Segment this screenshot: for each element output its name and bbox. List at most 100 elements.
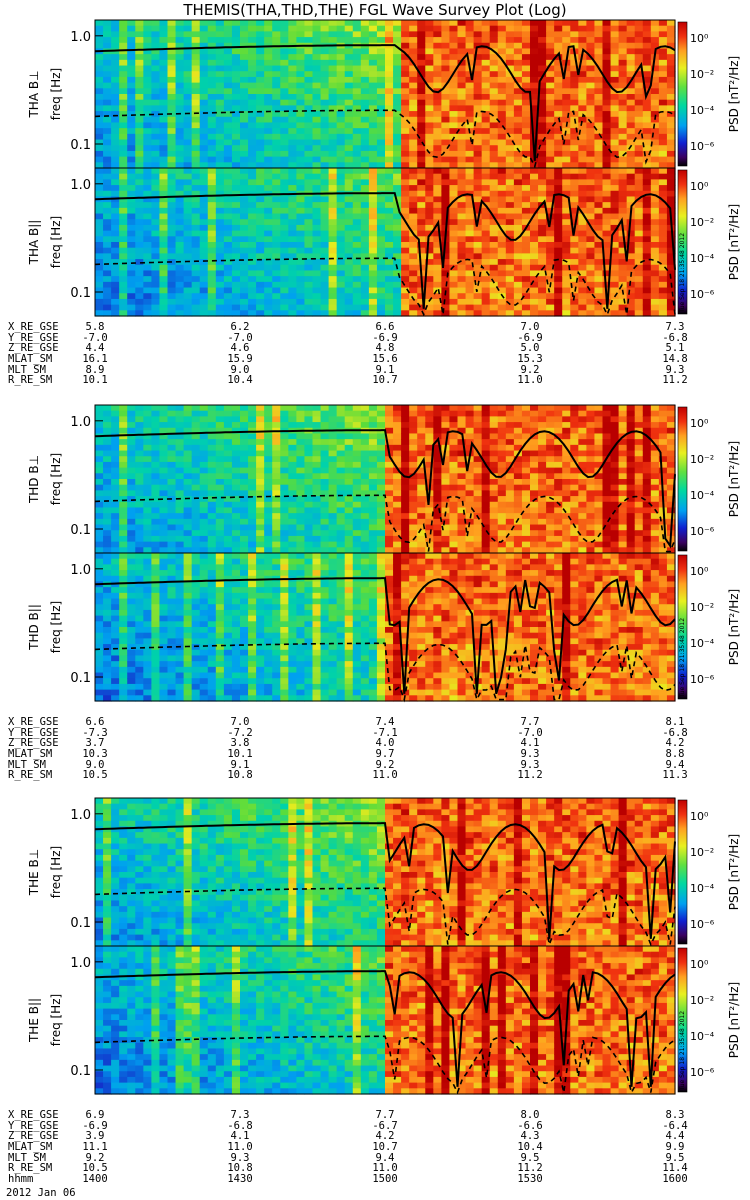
psd-cell bbox=[304, 65, 314, 72]
psd-cell bbox=[562, 116, 571, 124]
psd-cell bbox=[143, 94, 152, 101]
psd-cell bbox=[320, 450, 330, 457]
psd-cell bbox=[393, 213, 402, 220]
psd-cell bbox=[489, 264, 499, 272]
psd-cell bbox=[594, 59, 604, 67]
psd-cell bbox=[240, 54, 249, 61]
psd-cell bbox=[344, 293, 354, 300]
psd-cell bbox=[409, 456, 418, 463]
psd-cell bbox=[103, 162, 112, 169]
psd-cell bbox=[119, 535, 128, 543]
psd-cell bbox=[231, 547, 241, 554]
psd-cell bbox=[538, 190, 547, 198]
psd-cell bbox=[401, 59, 410, 67]
psd-cell bbox=[570, 105, 579, 112]
psd-cell bbox=[521, 65, 531, 72]
psd-cell bbox=[175, 133, 185, 141]
psd-cell bbox=[111, 150, 120, 158]
psd-cell bbox=[473, 287, 483, 294]
psd-cell bbox=[199, 422, 209, 429]
psd-cell bbox=[489, 207, 499, 215]
psd-cell bbox=[554, 230, 563, 237]
psd-cell bbox=[111, 304, 120, 311]
psd-cell bbox=[151, 501, 161, 509]
psd-cell bbox=[344, 71, 354, 78]
psd-cell bbox=[159, 139, 169, 146]
psd-cell bbox=[376, 185, 386, 192]
psd-cell bbox=[103, 416, 112, 423]
psd-cell bbox=[199, 65, 209, 72]
psd-cell bbox=[449, 185, 459, 192]
psd-cell bbox=[626, 31, 636, 38]
psd-cell bbox=[650, 230, 660, 237]
psd-cell bbox=[135, 253, 144, 260]
psd-cell bbox=[256, 264, 265, 272]
psd-cell bbox=[610, 281, 620, 289]
psd-cell bbox=[586, 281, 596, 289]
psd-cell bbox=[207, 253, 217, 260]
psd-cell bbox=[441, 253, 451, 260]
psd-cell bbox=[304, 31, 314, 38]
psd-cell bbox=[457, 133, 467, 141]
psd-cell bbox=[602, 82, 612, 89]
psd-cell bbox=[272, 94, 281, 101]
psd-cell bbox=[143, 213, 152, 220]
psd-cell bbox=[642, 287, 652, 294]
psd-cell bbox=[336, 439, 346, 446]
psd-cell bbox=[554, 242, 563, 249]
psd-cell bbox=[449, 230, 459, 237]
psd-cell bbox=[336, 65, 346, 72]
psd-cell bbox=[119, 439, 128, 446]
psd-cell bbox=[562, 253, 571, 260]
psd-cell bbox=[111, 105, 120, 112]
psd-cell bbox=[385, 236, 394, 243]
psd-cell bbox=[151, 213, 161, 220]
psd-cell bbox=[199, 207, 209, 215]
psd-cell bbox=[159, 196, 169, 203]
psd-cell bbox=[449, 253, 459, 260]
psd-cell bbox=[441, 484, 451, 491]
psd-cell bbox=[368, 20, 378, 27]
psd-cell bbox=[401, 133, 410, 141]
psd-cell bbox=[199, 473, 209, 480]
psd-cell bbox=[433, 490, 442, 497]
psd-cell bbox=[199, 54, 209, 61]
psd-cell bbox=[602, 122, 612, 129]
psd-cell bbox=[304, 518, 314, 526]
psd-cell bbox=[425, 416, 434, 423]
psd-cell bbox=[449, 76, 459, 84]
psd-cell bbox=[425, 168, 434, 175]
psd-cell bbox=[199, 150, 209, 158]
psd-cell bbox=[368, 535, 378, 543]
psd-cell bbox=[393, 461, 402, 469]
psd-cell bbox=[401, 247, 410, 254]
psd-cell bbox=[417, 535, 426, 543]
psd-cell bbox=[336, 422, 346, 429]
psd-cell bbox=[352, 145, 362, 152]
psd-cell bbox=[481, 162, 491, 169]
psd-cell bbox=[658, 99, 668, 106]
psd-cell bbox=[465, 116, 475, 124]
psd-cell bbox=[594, 270, 604, 277]
psd-cell bbox=[151, 467, 161, 474]
psd-cell bbox=[505, 213, 515, 220]
psd-cell bbox=[199, 439, 209, 446]
psd-cell bbox=[103, 298, 112, 306]
psd-cell bbox=[497, 48, 507, 55]
psd-cell bbox=[288, 242, 297, 249]
psd-cell bbox=[191, 42, 201, 50]
psd-cell bbox=[433, 111, 442, 118]
psd-cell bbox=[191, 276, 201, 283]
psd-cell bbox=[505, 139, 515, 146]
psd-cell bbox=[650, 150, 660, 158]
psd-cell bbox=[127, 281, 136, 289]
psd-cell bbox=[368, 518, 378, 526]
psd-cell bbox=[554, 48, 563, 55]
psd-cell bbox=[433, 162, 442, 169]
psd-cell bbox=[103, 105, 112, 112]
psd-cell bbox=[119, 236, 128, 243]
psd-cell bbox=[360, 213, 370, 220]
psd-cell bbox=[304, 416, 314, 423]
psd-cell bbox=[570, 264, 579, 272]
psd-cell bbox=[328, 185, 338, 192]
